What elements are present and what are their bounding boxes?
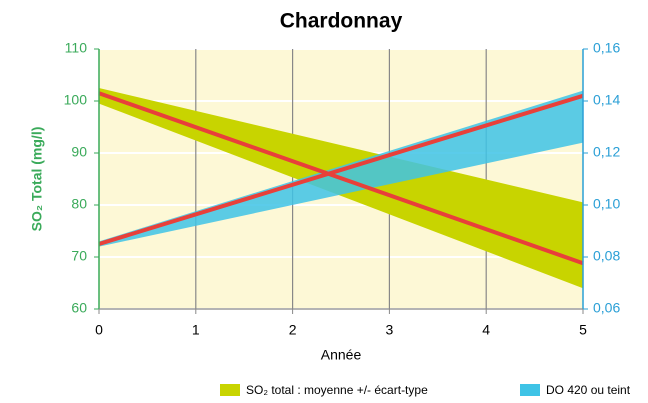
y-tick-label: 80 [71, 196, 87, 212]
x-tick-label: 5 [579, 322, 587, 338]
y-tick-label: 70 [71, 248, 87, 264]
mean-line [98, 93, 584, 246]
y-tick-label: 110 [65, 40, 88, 56]
x-axis-label: Année [321, 347, 362, 363]
legend-label: DO 420 ou teint [546, 383, 631, 397]
y2-tick-label: 0,14 [593, 92, 620, 108]
y-tick-label: 90 [71, 144, 87, 160]
y2-tick-label: 0,16 [593, 40, 620, 56]
x-tick-label: 2 [289, 322, 297, 338]
legend-label: SO₂ total : moyenne +/- écart-type [246, 383, 428, 397]
x-tick-label: 3 [386, 322, 394, 338]
y-tick-label: 100 [64, 92, 88, 108]
y2-tick-label: 0,12 [593, 144, 620, 160]
y-tick-label: 60 [71, 300, 87, 316]
y2-tick-label: 0,06 [593, 300, 620, 316]
x-tick-label: 1 [192, 322, 200, 338]
y-axis-label: SO₂ Total (mg/l) [29, 127, 45, 232]
x-tick-label: 4 [482, 322, 490, 338]
chart-title: Chardonnay [280, 10, 403, 33]
x-tick-label: 0 [95, 322, 103, 338]
y2-tick-label: 0,10 [593, 196, 620, 212]
legend-swatch [220, 384, 240, 396]
mean-line [98, 91, 584, 266]
y2-tick-label: 0,08 [593, 248, 620, 264]
legend-swatch [520, 384, 540, 396]
